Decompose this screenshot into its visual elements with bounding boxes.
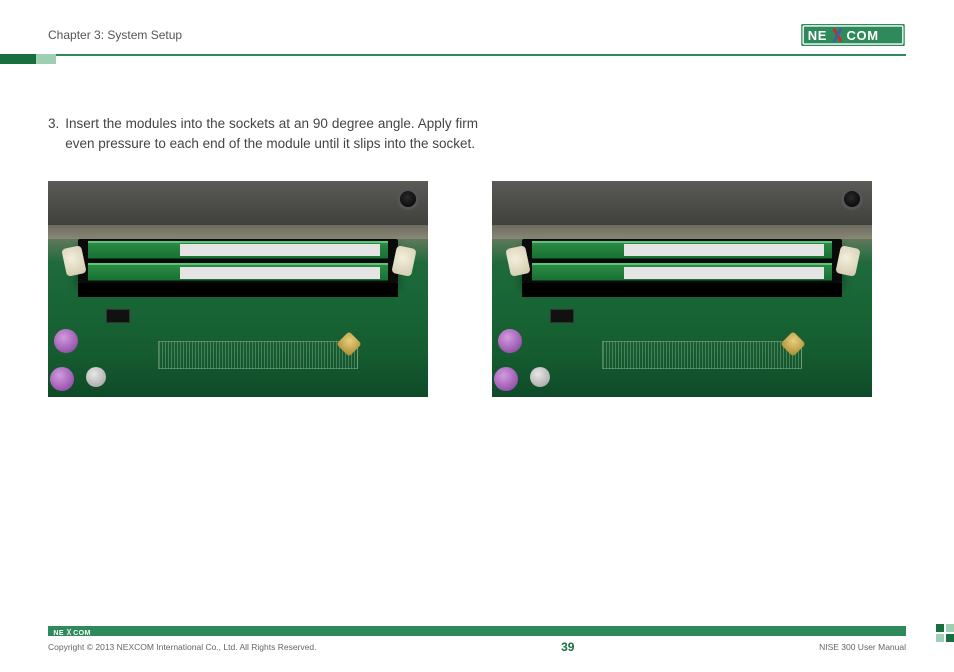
instruction-step: 3. Insert the modules into the sockets a…: [48, 114, 478, 155]
page-number: 39: [561, 640, 574, 654]
photo-ram-insertion-right: [492, 181, 872, 397]
copyright-text: Copyright © 2013 NEXCOM International Co…: [48, 642, 316, 652]
page-header: Chapter 3: System Setup NE COM: [48, 22, 906, 48]
nexcom-logo: NE COM: [800, 24, 906, 46]
nexcom-logo-footer: NE COM: [52, 625, 108, 637]
svg-text:NE: NE: [53, 630, 64, 637]
instruction-text: Insert the modules into the sockets at a…: [65, 114, 478, 155]
instruction-number: 3.: [48, 114, 59, 155]
svg-text:NE: NE: [808, 28, 827, 43]
svg-text:COM: COM: [847, 28, 879, 43]
svg-text:COM: COM: [73, 630, 91, 637]
header-rule: [48, 54, 906, 56]
page-footer: NE COM Copyright © 2013 NEXCOM Internati…: [48, 626, 906, 654]
chapter-title: Chapter 3: System Setup: [48, 28, 182, 42]
header-tab-decoration: [0, 52, 48, 64]
photo-ram-insertion-left: [48, 181, 428, 397]
footer-decoration: [936, 624, 954, 642]
footer-rule: NE COM: [48, 626, 906, 636]
manual-name: NISE 300 User Manual: [819, 642, 906, 652]
